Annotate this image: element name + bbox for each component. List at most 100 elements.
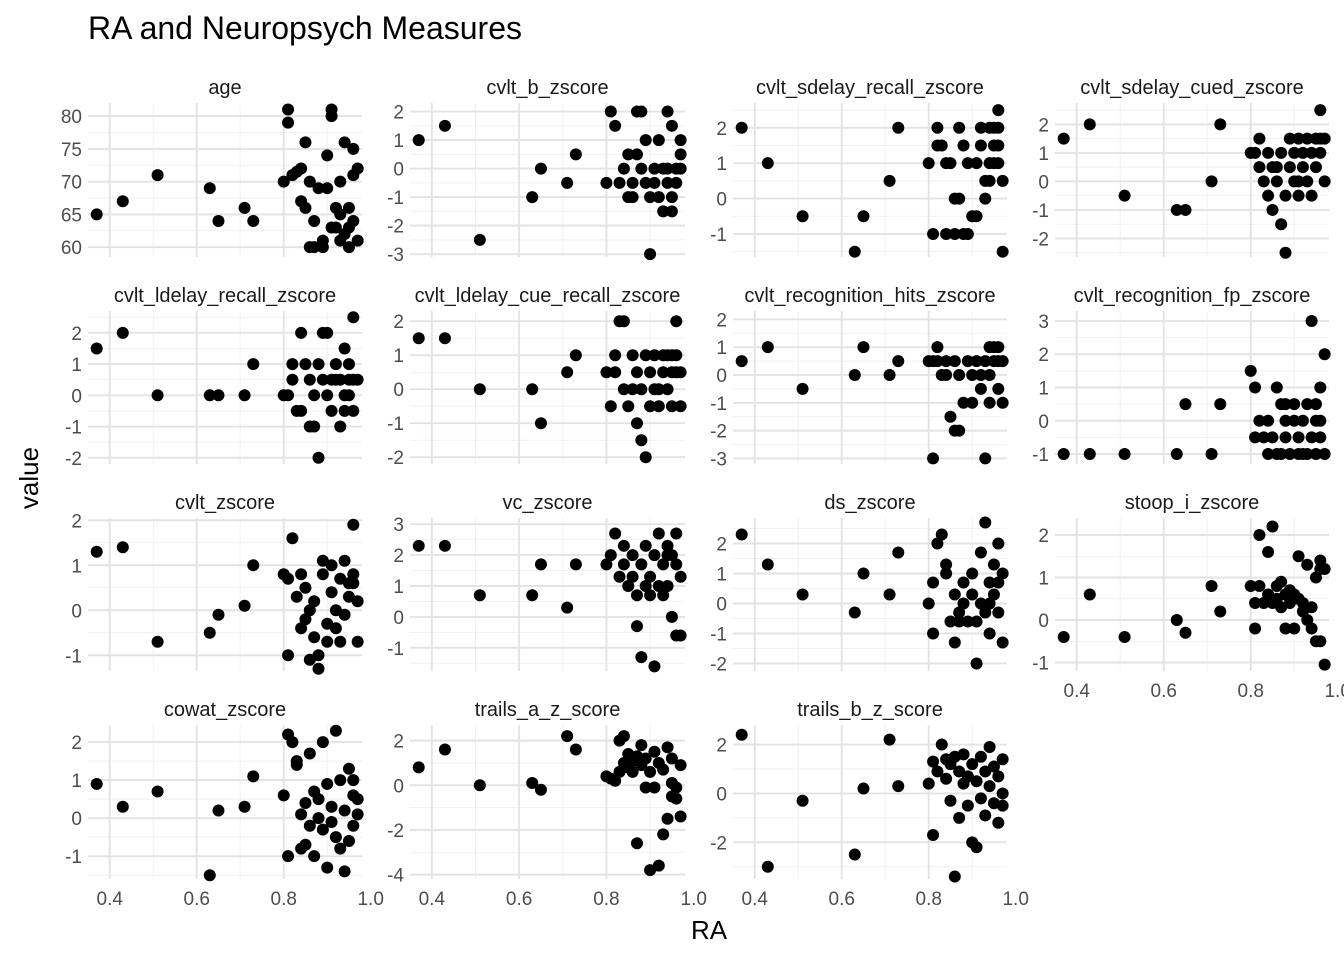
data-point: [609, 527, 622, 540]
data-point: [351, 162, 364, 175]
data-point: [473, 383, 486, 396]
data-point: [1314, 635, 1327, 648]
data-point: [983, 597, 996, 610]
y-tick-label: 80: [61, 107, 82, 128]
y-tick-label: 2: [1038, 345, 1049, 366]
data-point: [1244, 364, 1257, 377]
data-point: [316, 823, 329, 836]
data-point: [761, 558, 774, 571]
data-point: [561, 366, 574, 379]
data-point: [987, 558, 1000, 571]
data-point: [286, 736, 299, 749]
data-point: [661, 812, 674, 825]
data-point: [957, 748, 970, 761]
facet-age: 60 65 70 75 80 age: [61, 77, 364, 259]
data-point: [652, 400, 665, 413]
data-point: [979, 516, 992, 529]
data-point: [90, 208, 103, 221]
data-point: [1262, 189, 1275, 202]
facet-cvlt_sdelay_cued_zscore: -2 -1 0 1 2 cvlt_sdelay_cued_zscore: [1032, 77, 1331, 259]
data-point: [1305, 622, 1318, 635]
y-tick-label: 0: [716, 784, 727, 805]
data-point: [347, 311, 360, 324]
y-tick-label: -1: [1032, 654, 1049, 675]
data-point: [670, 527, 683, 540]
data-point: [674, 148, 687, 161]
y-tick-label: -2: [710, 655, 727, 676]
data-point: [974, 139, 987, 152]
data-point: [1170, 614, 1183, 626]
data-point: [635, 739, 648, 752]
data-point: [892, 355, 905, 368]
data-point: [342, 358, 355, 371]
data-point: [940, 227, 953, 240]
data-point: [526, 191, 539, 204]
data-point: [1288, 146, 1301, 159]
data-point: [961, 799, 974, 812]
data-point: [931, 341, 944, 354]
facet-strip-label: cvlt_recognition_hits_zscore: [744, 285, 995, 307]
data-point: [1292, 189, 1305, 202]
data-point: [329, 622, 342, 635]
data-point: [992, 606, 1005, 619]
data-point: [295, 568, 308, 581]
facet-strip-label: cvlt_recognition_fp_zscore: [1074, 285, 1311, 307]
data-point: [622, 400, 635, 413]
data-point: [116, 195, 129, 208]
data-point: [648, 349, 661, 362]
data-point: [116, 800, 129, 813]
data-point: [286, 358, 299, 371]
data-point: [1301, 175, 1314, 188]
data-point: [338, 136, 351, 149]
data-point: [996, 245, 1009, 258]
data-point: [735, 355, 748, 368]
data-point: [883, 588, 896, 601]
data-point: [342, 762, 355, 775]
data-point: [661, 580, 674, 592]
data-point: [644, 765, 657, 778]
y-tick-label: 2: [1038, 115, 1049, 136]
y-tick-label: 75: [61, 140, 82, 161]
data-point: [613, 176, 626, 189]
data-point: [992, 157, 1005, 170]
x-tick-label: 0.4: [419, 889, 446, 910]
facet-strip-label: trails_a_z_score: [475, 699, 621, 721]
data-point: [927, 576, 940, 589]
data-point: [992, 576, 1005, 589]
data-point: [1253, 580, 1266, 592]
data-point: [299, 613, 312, 626]
data-point: [1118, 631, 1131, 643]
data-point: [974, 546, 987, 559]
data-point: [1244, 580, 1257, 592]
data-point: [412, 761, 425, 774]
data-point: [992, 104, 1005, 117]
data-point: [1292, 132, 1305, 145]
data-point: [321, 182, 334, 195]
data-point: [992, 382, 1005, 395]
data-point: [944, 157, 957, 170]
facet-strip-label: cvlt_b_zscore: [486, 77, 608, 99]
data-point: [1179, 203, 1192, 216]
data-point: [966, 396, 979, 409]
data-point: [983, 627, 996, 640]
y-tick-label: 1: [71, 771, 82, 792]
data-point: [282, 116, 295, 129]
data-point: [1205, 580, 1218, 592]
data-point: [338, 404, 351, 417]
data-point: [316, 241, 329, 254]
y-tick-label: -1: [387, 414, 404, 435]
data-point: [1262, 546, 1275, 558]
data-point: [316, 568, 329, 581]
data-point: [992, 816, 1005, 829]
data-point: [1249, 146, 1262, 159]
data-point: [940, 368, 953, 381]
data-point: [674, 366, 687, 379]
data-point: [438, 539, 451, 552]
data-point: [931, 355, 944, 368]
data-point: [1214, 398, 1227, 411]
data-point: [953, 192, 966, 205]
data-point: [338, 342, 351, 355]
data-point: [665, 610, 678, 623]
data-point: [970, 841, 983, 854]
